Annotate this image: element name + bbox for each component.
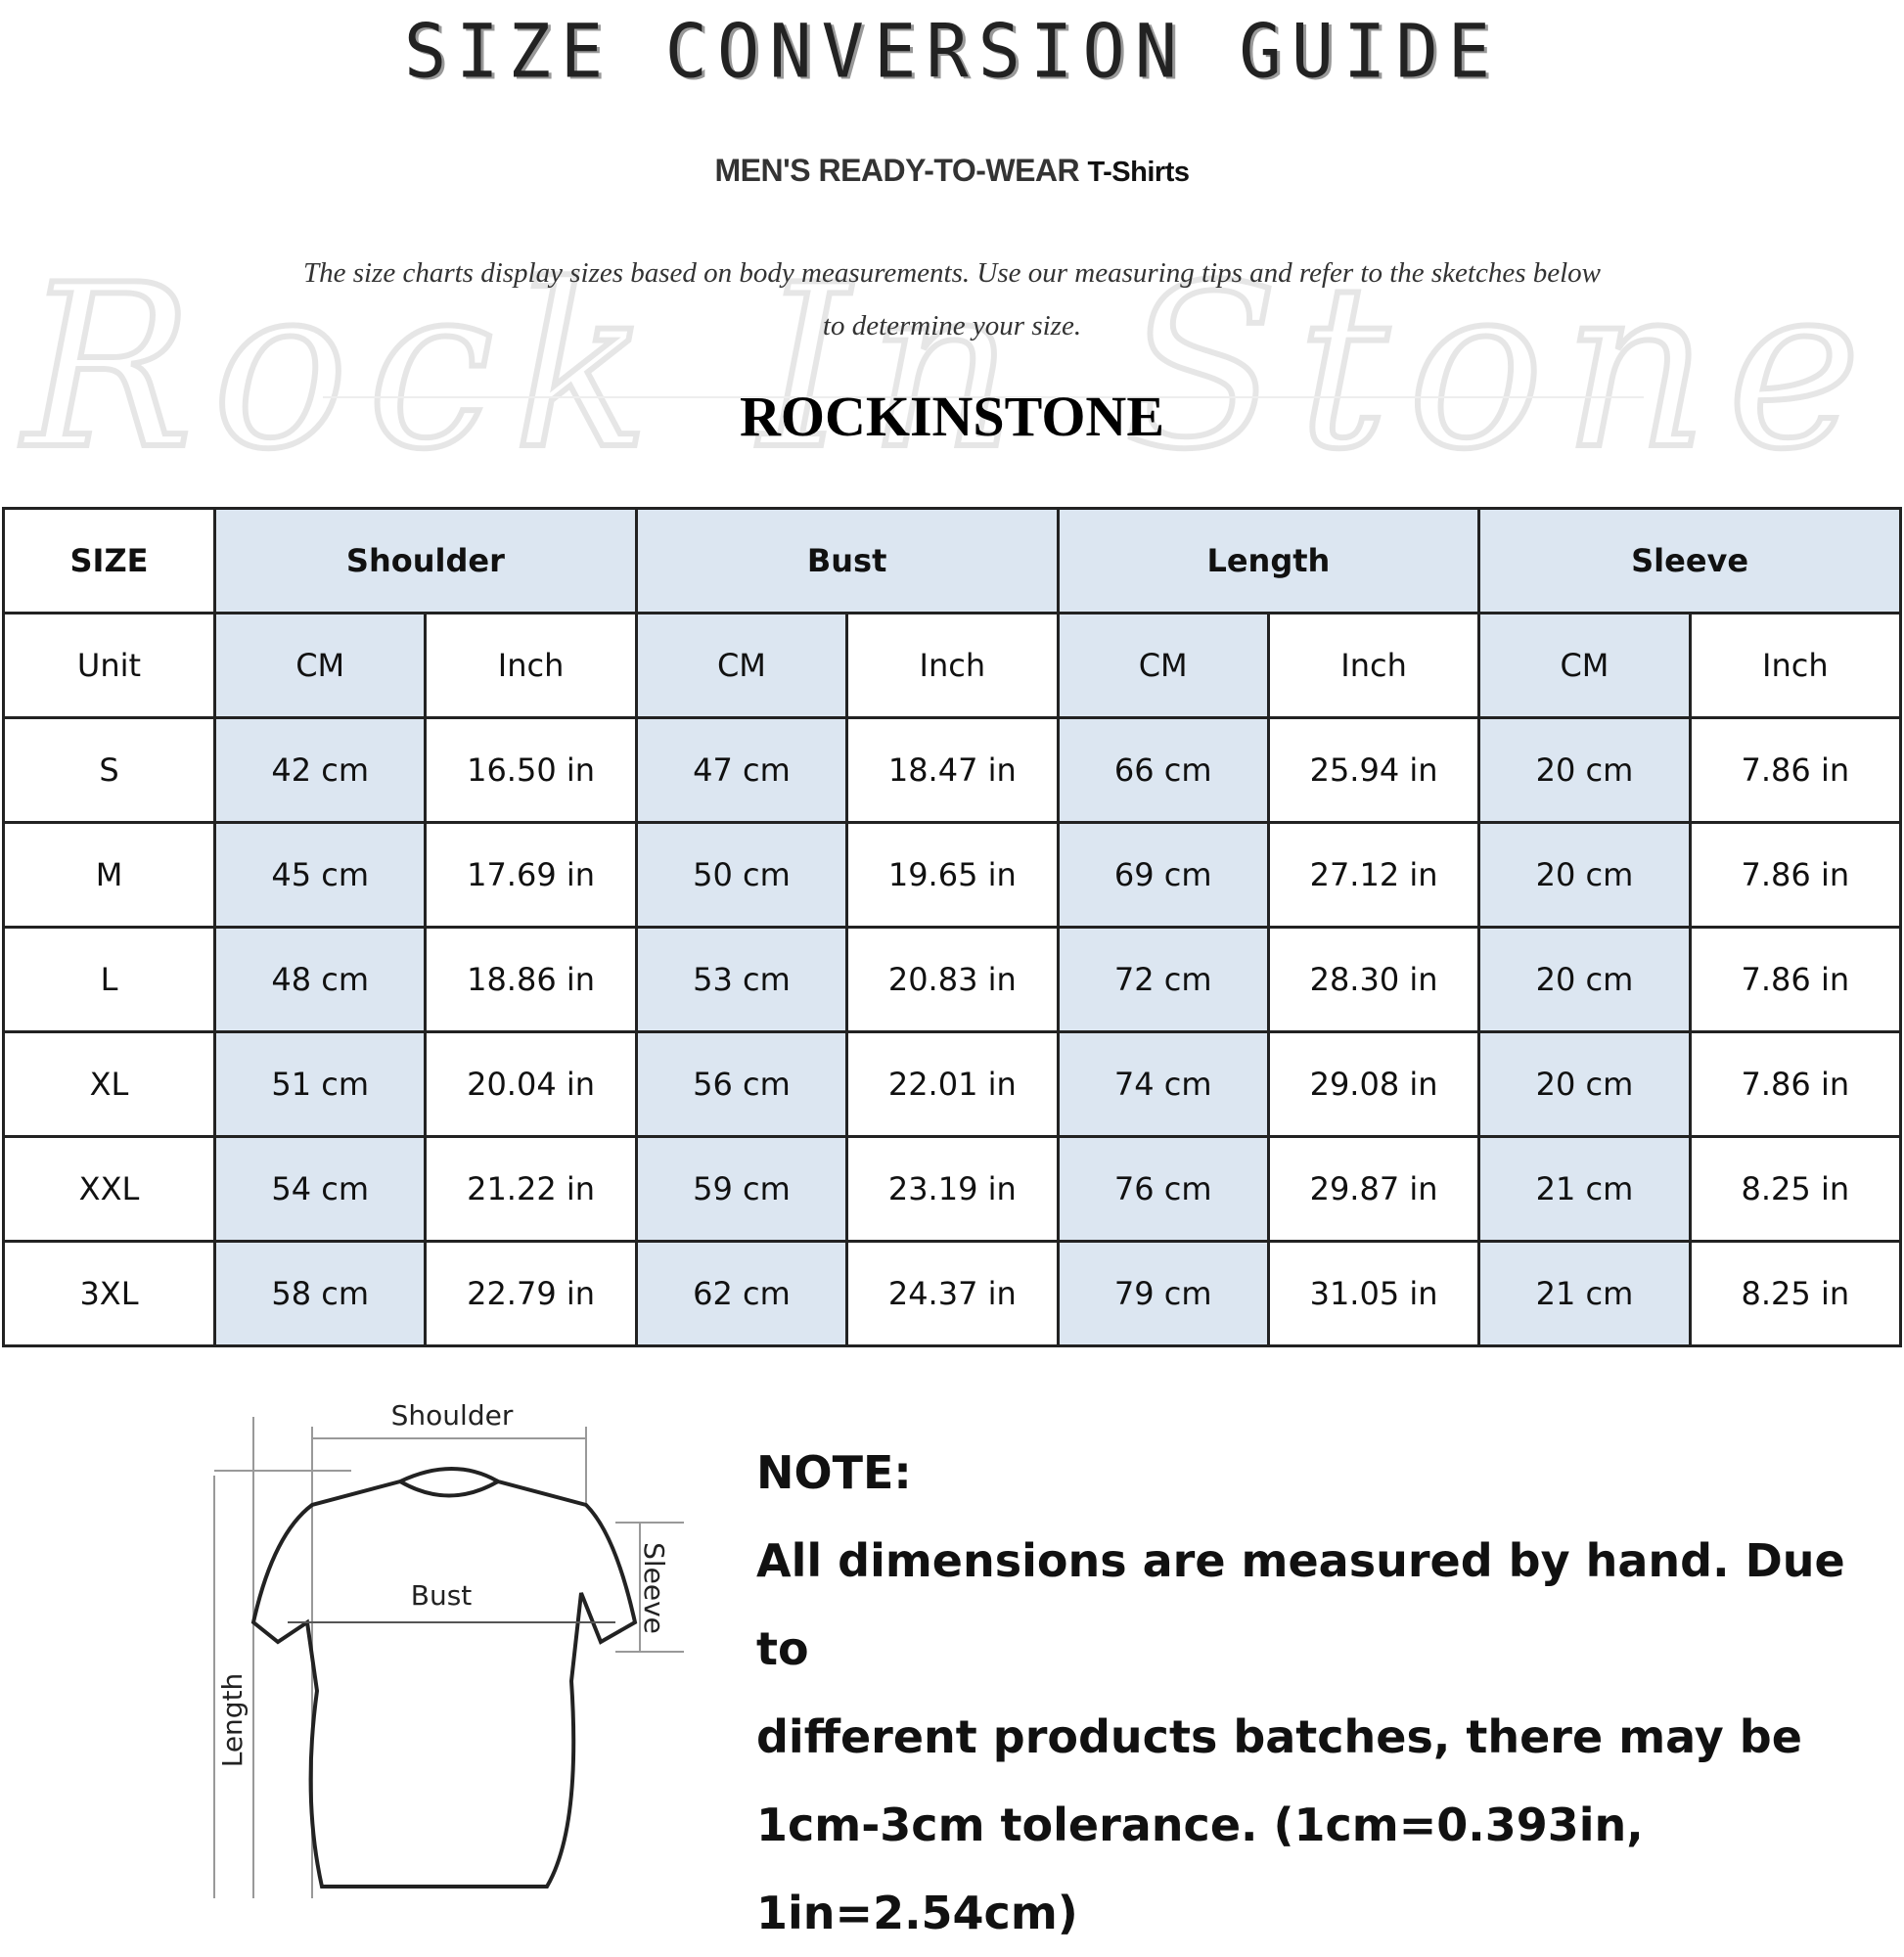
size-cell: L	[2, 926, 216, 1033]
watermark-logo: Rock In Stone	[17, 250, 1881, 484]
note: NOTE: All dimensions are measured by han…	[756, 1429, 1891, 1957]
measurement-cell: 42 cm	[212, 716, 428, 824]
measurement-cell: 31.05 in	[1266, 1240, 1481, 1347]
measurement-cell: 22.79 in	[424, 1240, 638, 1347]
measurement-cell: 54 cm	[212, 1135, 428, 1243]
measurement-guides	[213, 1417, 684, 1898]
table-row: S 42 cm 16.50 in 47 cm 18.47 in 66 cm 25.94 in…	[2, 716, 1903, 824]
unit-header: CM	[1056, 612, 1270, 719]
table-row: XL 51 cm 20.04 in 56 cm 22.01 in 74 cm 29.08 i…	[2, 1030, 1903, 1138]
measurement-cell: 58 cm	[212, 1240, 428, 1347]
measurement-cell: 16.50 in	[424, 716, 638, 824]
measurement-cell: 53 cm	[634, 926, 849, 1033]
unit-row: Unit CM Inch CM Inch CM Inch CM Inch	[2, 612, 1903, 719]
table-row: XXL 54 cm 21.22 in 59 cm 23.19 in 76 cm 29.87 …	[2, 1135, 1903, 1243]
size-cell: 3XL	[2, 1240, 216, 1347]
measurement-cell: 22.01 in	[845, 1030, 1060, 1138]
table-row: 3XL 58 cm 22.79 in 62 cm 24.37 in 79 cm 31.05 …	[2, 1240, 1903, 1347]
measurement-cell: 74 cm	[1056, 1030, 1270, 1138]
measurement-cell: 66 cm	[1056, 716, 1270, 824]
table-row: L 48 cm 18.86 in 53 cm 20.83 in 72 cm 28.30 in…	[2, 926, 1903, 1033]
measurement-cell: 18.86 in	[424, 926, 638, 1033]
measurement-cell: 28.30 in	[1266, 926, 1481, 1033]
measurement-cell: 7.86 in	[1688, 926, 1903, 1033]
group-header: Sleeve	[1477, 507, 1902, 614]
unit-header: Inch	[424, 612, 638, 719]
measurement-cell: 21 cm	[1477, 1240, 1692, 1347]
size-header: SIZE	[2, 507, 216, 614]
svg-text:Rock In Stone: Rock In Stone	[20, 250, 1881, 484]
measurement-cell: 45 cm	[212, 821, 428, 929]
measurement-cell: 48 cm	[212, 926, 428, 1033]
measurement-cell: 27.12 in	[1266, 821, 1481, 929]
measurement-cell: 29.87 in	[1266, 1135, 1481, 1243]
measurement-cell: 20 cm	[1477, 926, 1692, 1033]
unit-header: CM	[634, 612, 849, 719]
group-header: Shoulder	[213, 507, 638, 614]
measurement-cell: 7.86 in	[1688, 821, 1903, 929]
page-title: SIZE CONVERSION GUIDE	[403, 7, 1501, 95]
measurement-cell: 29.08 in	[1266, 1030, 1481, 1138]
note-line: All dimensions are measured by hand. Due…	[756, 1534, 1845, 1675]
brand-name: ROCKINSTONE	[739, 385, 1165, 448]
measurement-cell: 20 cm	[1477, 821, 1692, 929]
subtitle-product: T-Shirts	[1087, 157, 1190, 188]
measurement-cell: 8.25 in	[1688, 1135, 1903, 1243]
length-label: Length	[216, 1673, 249, 1768]
measurement-cell: 76 cm	[1056, 1135, 1270, 1243]
unit-label: Unit	[2, 612, 216, 719]
measurement-cell: 21.22 in	[424, 1135, 638, 1243]
size-cell: M	[2, 821, 216, 929]
measurement-cell: 19.65 in	[845, 821, 1060, 929]
table-row: M 45 cm 17.69 in 50 cm 19.65 in 69 cm 27.12 in…	[2, 821, 1903, 929]
measurement-cell: 24.37 in	[845, 1240, 1060, 1347]
group-header: Length	[1056, 507, 1481, 614]
measurement-cell: 72 cm	[1056, 926, 1270, 1033]
table-header-row: SIZE Shoulder Bust Length Sleeve	[2, 507, 1902, 614]
measurement-cell: 47 cm	[634, 716, 849, 824]
measurement-cell: 7.86 in	[1688, 716, 1903, 824]
measurement-cell: 56 cm	[634, 1030, 849, 1138]
unit-header: CM	[1477, 612, 1692, 719]
note-heading: NOTE:	[756, 1446, 912, 1499]
measurement-cell: 50 cm	[634, 821, 849, 929]
size-cell: S	[2, 716, 216, 824]
measurement-cell: 17.69 in	[424, 821, 638, 929]
unit-header: Inch	[1688, 612, 1903, 719]
measurement-cell: 20 cm	[1477, 1030, 1692, 1138]
size-cell: XL	[2, 1030, 216, 1138]
unit-header: Inch	[845, 612, 1060, 719]
measurement-cell: 8.25 in	[1688, 1240, 1903, 1347]
measurement-cell: 20.04 in	[424, 1030, 638, 1138]
measurement-cell: 62 cm	[634, 1240, 849, 1347]
measurement-cell: 25.94 in	[1266, 716, 1481, 824]
subtitle-main: MEN'S READY-TO-WEAR	[714, 153, 1080, 188]
measurement-cell: 20 cm	[1477, 716, 1692, 824]
subtitle: MEN'S READY-TO-WEAR T-Shirts	[0, 153, 1904, 189]
measurement-cell: 23.19 in	[845, 1135, 1060, 1243]
tshirt-outline	[250, 1467, 638, 1889]
shoulder-label: Shoulder	[391, 1399, 514, 1432]
unit-header: Inch	[1266, 612, 1481, 719]
measurement-cell: 7.86 in	[1688, 1030, 1903, 1138]
sleeve-label: Sleeve	[638, 1542, 670, 1634]
size-cell: XXL	[2, 1135, 216, 1243]
size-table: SIZE Shoulder Bust Length Sleeve Unit CM Inch CM…	[2, 507, 1903, 1347]
unit-header: CM	[212, 612, 428, 719]
group-header: Bust	[634, 507, 1060, 614]
measurement-cell: 21 cm	[1477, 1135, 1692, 1243]
tshirt-measurement-diagram: Shoulder Bust Length Sleeve	[213, 1399, 684, 1898]
measurement-cell: 20.83 in	[845, 926, 1060, 1033]
measurement-cell: 18.47 in	[845, 716, 1060, 824]
measurement-cell: 69 cm	[1056, 821, 1270, 929]
measurement-cell: 79 cm	[1056, 1240, 1270, 1347]
measurement-cell: 59 cm	[634, 1135, 849, 1243]
description: The size charts display sizes based on b…	[302, 257, 1602, 341]
note-line: 1cm-3cm tolerance. (1cm=0.393in, 1in=2.5…	[756, 1798, 1644, 1939]
measurement-cell: 51 cm	[212, 1030, 428, 1138]
divider	[323, 396, 1644, 398]
note-line: different products batches, there may be	[756, 1710, 1802, 1763]
bust-label: Bust	[411, 1579, 473, 1612]
